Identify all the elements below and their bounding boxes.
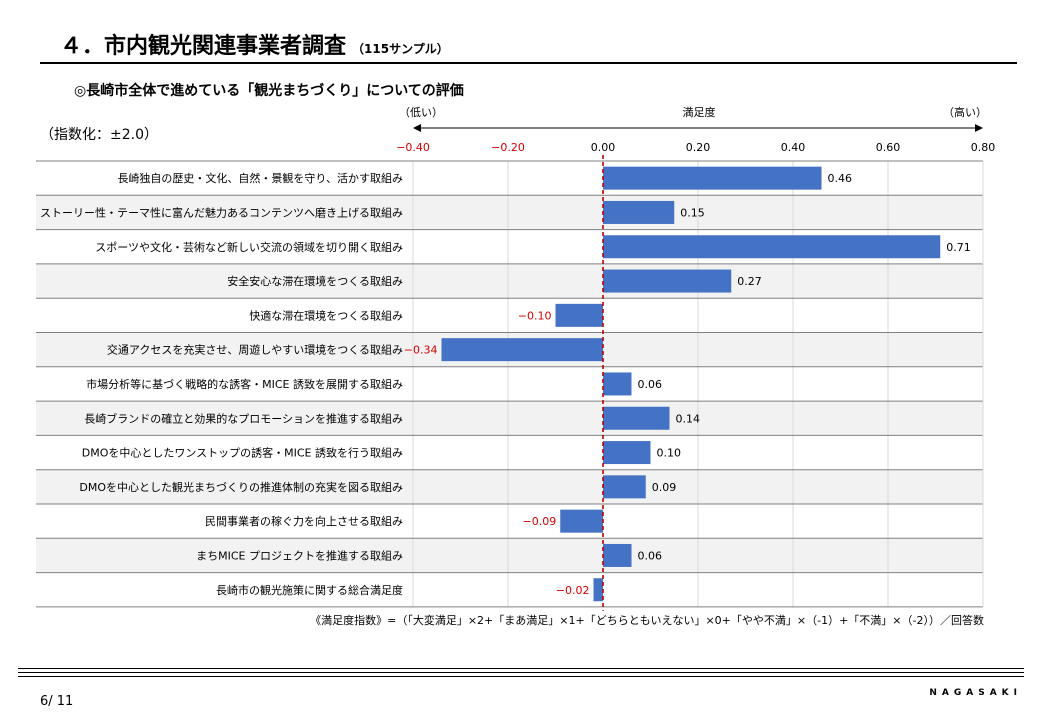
value-label: 0.46	[828, 172, 853, 185]
tick-label: 0.00	[591, 141, 616, 154]
bar	[603, 166, 822, 190]
footer-rules	[18, 668, 1024, 680]
bar	[603, 200, 675, 224]
brand-logo-text: NAGASAKI	[929, 688, 1022, 698]
tick-label: 0.80	[971, 141, 996, 154]
axis-arrow-right	[975, 124, 983, 132]
category-label: DMOを中心としたワンストップの誘客・MICE 誘致を行う取組み	[82, 446, 403, 460]
category-label: 市場分析等に基づく戦略的な誘客・MICE 誘致を展開する取組み	[86, 377, 403, 391]
bar	[603, 269, 732, 293]
axis-high-label: （高い）	[943, 105, 987, 119]
bar	[603, 543, 632, 567]
row-stripe	[36, 538, 983, 573]
value-label: 0.06	[638, 549, 663, 562]
category-label: 長崎独自の歴史・文化、自然・景観を守り、活かす取組み	[117, 171, 403, 185]
value-label: 0.10	[657, 447, 682, 460]
bar	[593, 578, 603, 602]
value-label: 0.09	[652, 481, 677, 494]
footnote: 《満足度指数》=（「大変満足」×2+「まあ満足」×1+「どちらともいえない」×0…	[310, 614, 984, 627]
category-label: 民間事業者の稼ぐ力を向上させる取組み	[205, 514, 403, 528]
value-label: 0.27	[737, 275, 762, 288]
row-stripe	[36, 195, 983, 230]
category-label: 快適な滞在環境をつくる取組み	[249, 308, 403, 322]
axis-title: 満足度	[683, 105, 716, 119]
bar	[603, 441, 651, 465]
page-title: ４．市内観光関連事業者調査 （115サンプル）	[60, 28, 449, 60]
value-label: 0.14	[676, 412, 701, 425]
tick-label: 0.20	[686, 141, 711, 154]
sample-note: （115サンプル）	[352, 42, 449, 56]
row-stripe	[36, 401, 983, 436]
title-rule	[40, 62, 1017, 64]
category-label: 長崎ブランドの確立と効果的なプロモーションを推進する取組み	[84, 411, 403, 425]
row-stripe	[36, 469, 983, 504]
axis-arrow-left	[413, 124, 421, 132]
bar	[560, 509, 603, 533]
bar	[441, 338, 603, 362]
page-number: 6/ 11	[40, 694, 74, 709]
value-label: 0.15	[680, 206, 705, 219]
category-label: ストーリー性・テーマ性に富んだ魅力あるコンテンツへ磨き上げる取組み	[40, 205, 403, 219]
page-title-text: ４．市内観光関連事業者調査	[60, 34, 347, 59]
bar	[555, 303, 603, 327]
row-stripe	[36, 263, 983, 299]
value-label: 0.06	[638, 378, 663, 391]
chart-subtitle: ◎長崎市全体で進めている「観光まちづくり」についての評価	[74, 83, 464, 99]
bar	[603, 235, 941, 259]
value-label: −0.09	[523, 515, 557, 528]
bar	[603, 372, 632, 396]
category-label: 長崎市の観光施策に関する総合満足度	[216, 583, 403, 597]
tick-label: 0.60	[876, 141, 901, 154]
tick-label: −0.20	[491, 141, 525, 154]
category-label: 安全安心な滞在環境をつくる取組み	[227, 274, 403, 288]
value-label: −0.10	[518, 309, 552, 322]
category-label: DMOを中心とした観光まちづくりの推進体制の充実を図る取組み	[79, 480, 403, 494]
category-label: スポーツや文化・芸術など新しい交流の領域を切り開く取組み	[95, 240, 403, 254]
value-label: 0.71	[946, 241, 971, 254]
axis-low-label: （低い）	[399, 106, 443, 119]
value-label: −0.34	[404, 344, 438, 357]
category-label: 交通アクセスを充実させ、周遊しやすい環境をつくる取組み	[107, 343, 403, 357]
tick-label: −0.40	[396, 141, 430, 154]
tick-label: 0.40	[781, 141, 806, 154]
value-label: −0.02	[556, 584, 590, 597]
category-label: まちMICE プロジェクトを推進する取組み	[196, 548, 403, 562]
bar	[603, 406, 670, 430]
scale-note: （指数化：±2.0）	[40, 127, 158, 143]
bar	[603, 475, 646, 499]
